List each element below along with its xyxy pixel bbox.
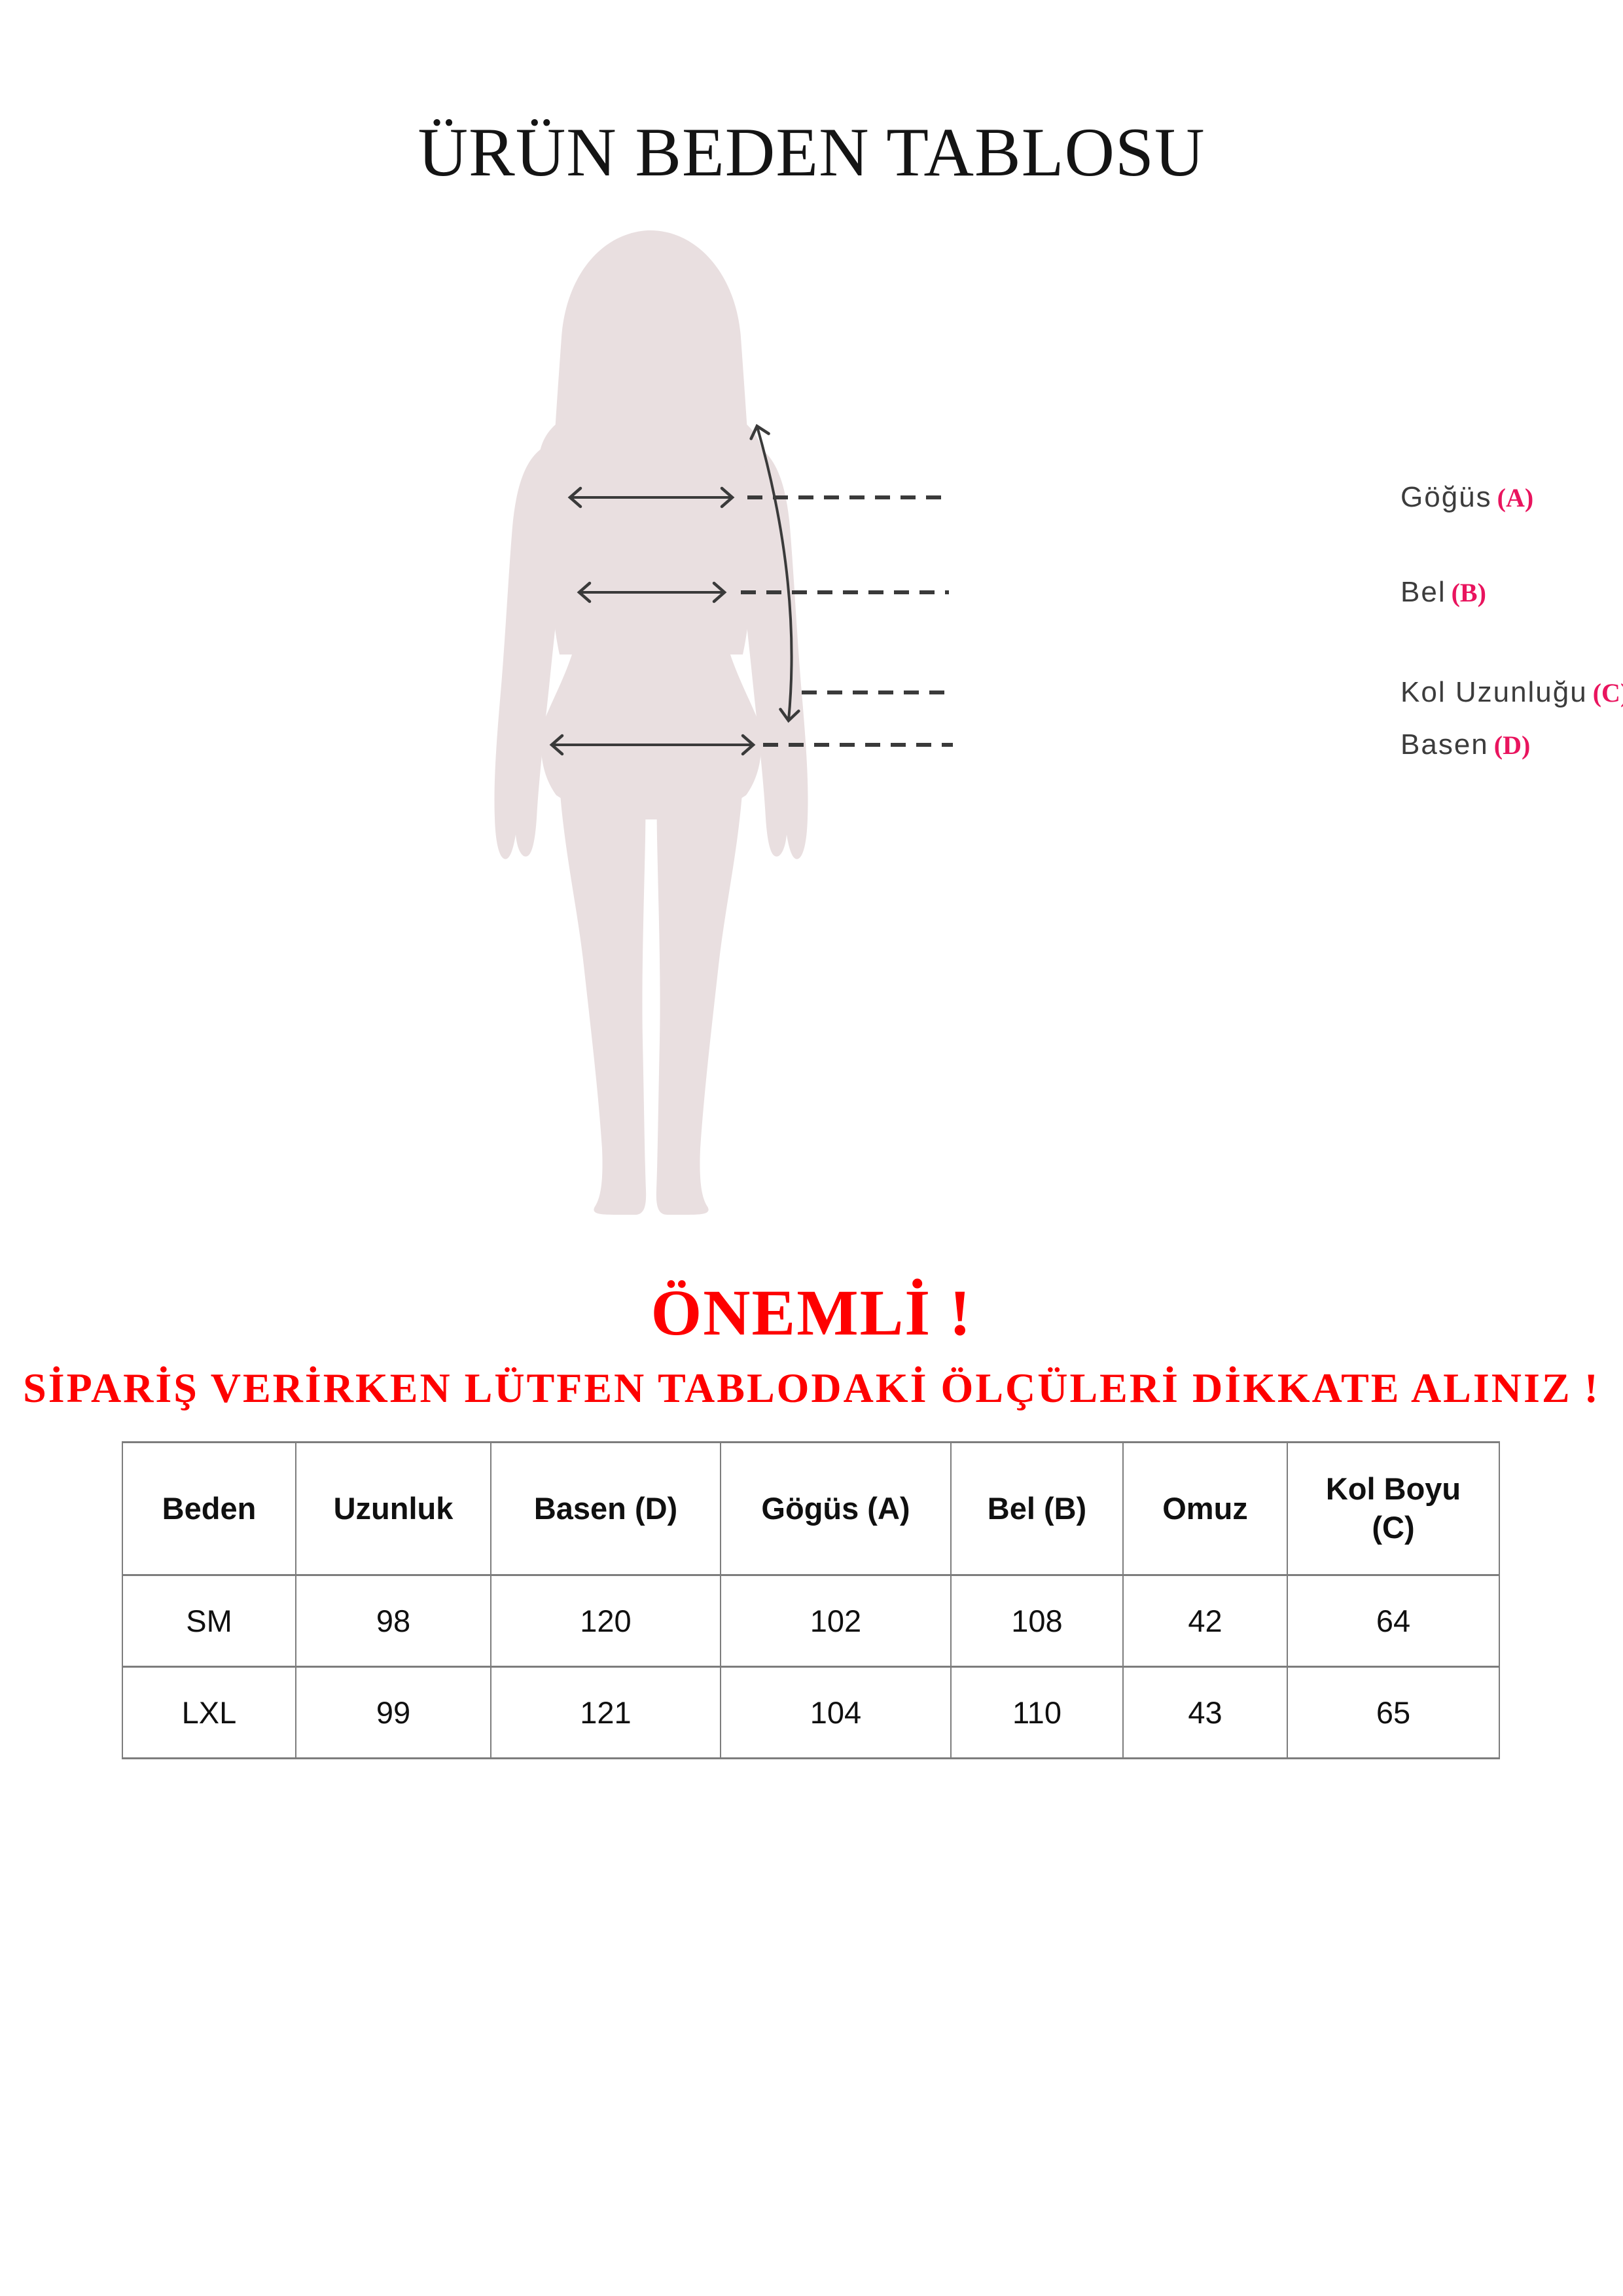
warning-message: SİPARİŞ VERİRKEN LÜTFEN TABLODAKİ ÖLÇÜLE… bbox=[23, 1365, 1600, 1411]
label-hip-text: Basen bbox=[1400, 728, 1489, 761]
label-sleeve-text: Kol Uzunluğu bbox=[1400, 676, 1588, 708]
cell-sm-gogus: 102 bbox=[720, 1574, 952, 1668]
female-silhouette-diagram bbox=[494, 230, 953, 1215]
size-table-row-lxl: LXL 99 121 104 110 43 65 bbox=[122, 1666, 1500, 1759]
cell-sm-beden: SM bbox=[122, 1574, 296, 1668]
header-uzunluk: Uzunluk bbox=[295, 1441, 491, 1576]
header-kol-boyu: Kol Boyu (C) bbox=[1287, 1441, 1500, 1576]
cell-sm-omuz: 42 bbox=[1122, 1574, 1288, 1668]
page-title: ÜRÜN BEDEN TABLOSU bbox=[418, 114, 1205, 190]
label-waist: Bel (B) bbox=[1400, 573, 1486, 612]
warning-heading: ÖNEMLİ ! bbox=[651, 1276, 972, 1349]
header-beden: Beden bbox=[122, 1441, 296, 1576]
cell-sm-kol-boyu: 64 bbox=[1287, 1574, 1500, 1668]
size-table: Beden Uzunluk Basen (D) Gögüs (A) Bel (B… bbox=[122, 1441, 1500, 1759]
header-omuz: Omuz bbox=[1122, 1441, 1288, 1576]
cell-lxl-kol-boyu: 65 bbox=[1287, 1666, 1500, 1759]
size-table-header-row: Beden Uzunluk Basen (D) Gögüs (A) Bel (B… bbox=[122, 1441, 1500, 1576]
body-measurement-diagram bbox=[425, 196, 1407, 1230]
label-chest-code: (A) bbox=[1497, 482, 1534, 512]
cell-lxl-bel: 110 bbox=[950, 1666, 1124, 1759]
header-bel: Bel (B) bbox=[950, 1441, 1124, 1576]
header-basen: Basen (D) bbox=[490, 1441, 721, 1576]
label-waist-text: Bel bbox=[1400, 576, 1446, 608]
label-waist-code: (B) bbox=[1451, 577, 1486, 607]
arm-length-arrow bbox=[749, 423, 800, 723]
cell-sm-bel: 108 bbox=[950, 1574, 1124, 1668]
label-chest-text: Göğüs bbox=[1400, 481, 1492, 513]
label-hip-code: (D) bbox=[1493, 730, 1531, 760]
cell-sm-uzunluk: 98 bbox=[295, 1574, 491, 1668]
size-table-row-sm: SM 98 120 102 108 42 64 bbox=[122, 1574, 1500, 1668]
cell-lxl-beden: LXL bbox=[122, 1666, 296, 1759]
cell-lxl-uzunluk: 99 bbox=[295, 1666, 491, 1759]
cell-lxl-omuz: 43 bbox=[1122, 1666, 1288, 1759]
measurement-arrows bbox=[549, 423, 953, 756]
header-gogus: Gögüs (A) bbox=[720, 1441, 952, 1576]
woman-silhouette bbox=[494, 230, 808, 1215]
cell-lxl-gogus: 104 bbox=[720, 1666, 952, 1759]
label-sleeve-code: (C) bbox=[1592, 677, 1623, 708]
label-hip: Basen (D) bbox=[1400, 725, 1530, 764]
label-chest: Göğüs (A) bbox=[1400, 478, 1533, 517]
cell-sm-basen: 120 bbox=[490, 1574, 721, 1668]
label-sleeve: Kol Uzunluğu (C) bbox=[1400, 673, 1623, 712]
cell-lxl-basen: 121 bbox=[490, 1666, 721, 1759]
